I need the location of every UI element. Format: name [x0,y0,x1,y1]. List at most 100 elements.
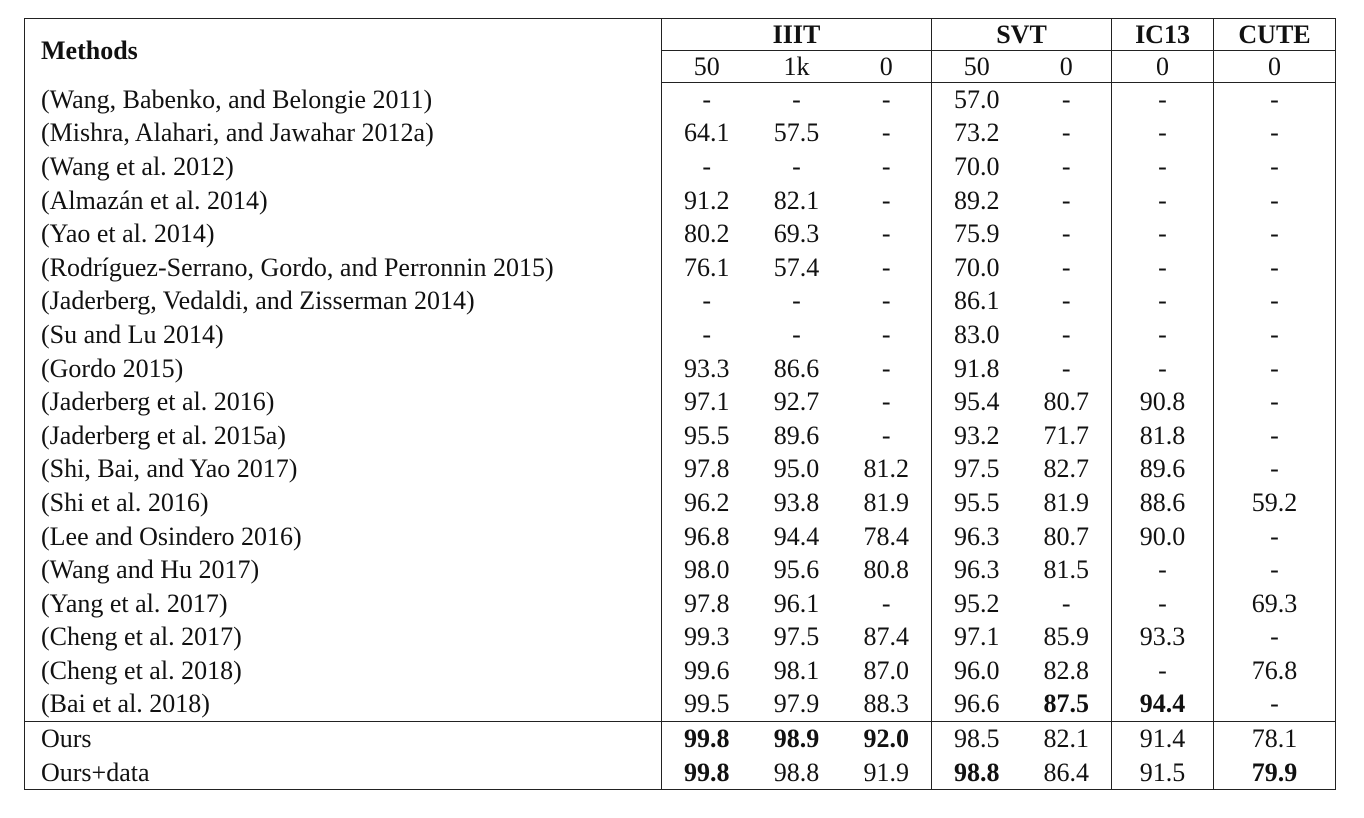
value-cell: - [1111,217,1215,251]
value-cell: - [1111,351,1215,386]
value-cell: - [1111,250,1215,285]
value-cell: 87.5 [1021,687,1113,722]
method-name-cell: (Shi, Bai, and Yao 2017) [24,452,662,487]
value-cell: - [1270,387,1279,417]
value-cell: 97.8 [684,588,730,618]
value-cell: 99.8 [684,757,730,787]
value-cell: 91.5 [1111,755,1215,790]
value-cell: - [841,250,932,285]
method-name-cell: Ours [24,721,662,756]
value-cell: 96.1 [773,588,820,618]
value-cell: 89.6 [773,420,820,450]
value-cell: - [1021,116,1113,151]
table-row: (Jaderberg, Vedaldi, and Zisserman 2014)… [24,284,1336,319]
table-row: (Rodríguez-Serrano, Gordo, and Perronnin… [24,250,1336,285]
value-cell: - [841,82,932,117]
table-row: (Wang et al. 2012) - - -70.0- - - [24,150,1336,184]
value-cell: 99.8 [661,721,752,756]
table-body: (Wang, Babenko, and Belongie 2011) - - -57.… [24,82,1336,790]
value-cell: - [1270,286,1279,316]
value-cell: 92.7 [773,387,820,417]
table-row: (Shi et al. 2016) 96.2 93.8 81.9 95.5 81.9 88.… [24,486,1336,520]
method-name-cell: (Rodríguez-Serrano, Gordo, and Perronnin… [24,250,662,285]
value-cell: 98.0 [684,555,730,585]
value-cell: 59.2 [1251,487,1298,517]
method-name-cell: (Su and Lu 2014) [24,318,662,352]
group-header-ic13: IC13 [1111,18,1215,51]
subcolumn-header: 50 [661,50,752,83]
value-cell: - [841,351,932,386]
value-cell: - [1270,118,1279,148]
value-cell: - [1270,185,1279,215]
value-cell: 88.6 [1111,486,1215,520]
value-cell: - [1021,150,1113,184]
table-row: (Yang et al. 2017) 97.8 96.1-95.2- -69.3 [24,586,1336,621]
value-cell: - [1021,586,1113,621]
value-cell: 87.4 [841,620,932,655]
value-cell: - [1270,521,1279,551]
value-cell: 82.7 [1021,452,1113,487]
value-cell: 80.7 [1021,519,1113,554]
method-name-cell: (Jaderberg et al. 2016) [24,385,662,419]
value-cell: 93.2 [954,420,1000,450]
value-cell: - [1021,183,1113,218]
value-cell: 96.6 [954,689,1000,719]
value-cell: 69.3 [773,219,820,249]
value-cell: - [702,286,712,316]
value-cell: - [841,318,932,352]
value-cell: 99.5 [684,689,730,719]
value-cell: - [841,418,932,453]
value-cell: 89.6 [1111,452,1215,487]
value-cell: 94.4 [1111,687,1215,722]
table-row: (Almazán et al. 2014) 91.2 82.1-89.2- - - [24,183,1336,218]
value-cell: 86.6 [773,353,820,383]
table-row: (Shi, Bai, and Yao 2017) 97.8 95.0 81.2 97.5… [24,452,1336,487]
value-cell: 90.0 [1111,519,1215,554]
value-cell: - [1270,622,1279,652]
value-cell: - [792,319,801,349]
table-row: Ours+data 99.8 98.8 91.9 98.8 86.4 91.5 79.9 [24,755,1336,790]
value-cell: - [1111,318,1215,352]
value-cell: - [1111,150,1215,184]
subcolumn-header: 0 [1213,50,1336,83]
value-cell: 97.5 [773,622,820,652]
value-cell: 95.5 [954,487,1000,517]
value-cell: 57.5 [773,118,820,148]
value-cell: 82.1 [1021,721,1113,756]
value-cell: - [1270,353,1279,383]
value-cell: - [1111,284,1215,319]
value-cell: 93.3 [684,353,730,383]
value-cell: - [1270,151,1279,181]
value-cell: 99.6 [684,655,730,685]
header-group-row: Methods IIIT SVT IC13 CUTE [24,18,1336,83]
value-cell: 91.9 [841,755,932,790]
value-cell: 64.1 [684,118,730,148]
value-cell: - [1111,553,1215,587]
value-cell: - [702,84,712,114]
value-cell: 94.4 [773,521,820,551]
subcolumn-header: 0 [1021,50,1113,83]
value-cell: 91.4 [1111,721,1215,756]
value-cell: - [1111,82,1215,117]
table-row: (Wang, Babenko, and Belongie 2011) - - -57.… [24,82,1336,117]
value-cell: - [1270,689,1279,719]
value-cell: 70.0 [954,151,1000,181]
value-cell: - [1270,252,1279,282]
value-cell: 90.8 [1111,385,1215,419]
value-cell: 69.3 [1251,588,1298,618]
table-row: (Jaderberg et al. 2015a) 95.5 89.6-93.2 71.… [24,418,1336,453]
value-cell: - [1111,586,1215,621]
value-cell: 95.2 [954,588,1000,618]
value-cell: 96.3 [954,521,1000,551]
value-cell: 98.8 [773,757,820,787]
table-header: Methods IIIT SVT IC13 CUTE 50 1k 0 50 0 … [24,18,1336,83]
value-cell: 95.5 [684,420,730,450]
value-cell: 81.8 [1111,418,1215,453]
method-name-cell: (Cheng et al. 2017) [24,620,662,655]
table-row: (Wang and Hu 2017) 98.0 95.6 80.8 96.3 81.5- - [24,553,1336,587]
method-name-cell: (Shi et al. 2016) [24,486,662,520]
value-cell: 83.0 [954,319,1000,349]
value-cell: 95.6 [773,555,820,585]
value-cell: 81.2 [841,452,932,487]
table-row: (Cheng et al. 2017) 99.3 97.5 87.4 97.1 85.9 9… [24,620,1336,655]
